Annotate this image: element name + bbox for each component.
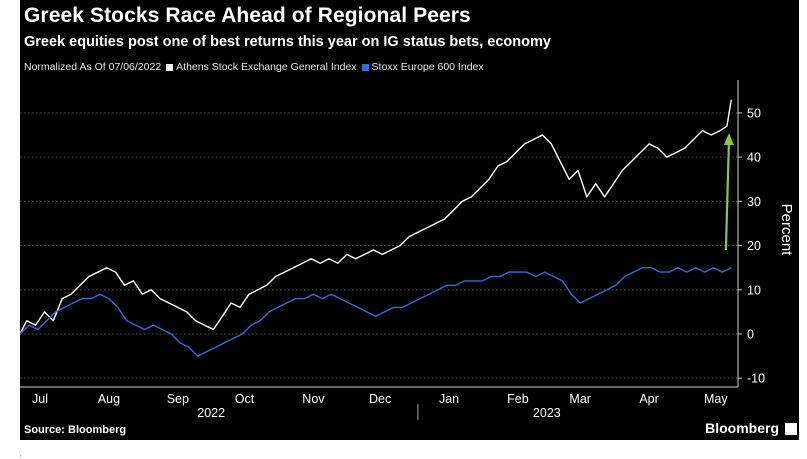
divider-mark xyxy=(20,455,21,457)
x-tick-label: Feb xyxy=(507,392,529,406)
x-tick-label: Aug xyxy=(98,392,120,406)
brand-square-icon xyxy=(785,423,797,435)
year-label: 2022 xyxy=(197,406,225,420)
y-tick-label: -10 xyxy=(747,372,765,386)
year-label: 2023 xyxy=(533,406,561,420)
legend-label-stoxx: Stoxx Europe 600 Index xyxy=(371,61,484,73)
chart-card: -10 0 10 20 30 40 50 Percent Jul Aug Sep Oct Nov Dec J… xyxy=(20,0,799,440)
x-tick-label: Mar xyxy=(569,392,591,406)
y-tick-label: 20 xyxy=(747,239,761,253)
annotation-arrow-shaft xyxy=(724,143,730,251)
y-tick-label: 50 xyxy=(747,106,761,120)
y-axis-label: Percent xyxy=(778,204,795,257)
y-tick-label: 30 xyxy=(747,195,761,209)
series-line-athens xyxy=(20,99,732,335)
chart-canvas: -10 0 10 20 30 40 50 Percent Jul Aug Sep Oct Nov Dec J… xyxy=(20,80,795,420)
x-tick-label: Jul xyxy=(32,392,48,406)
legend: Normalized As Of 07/06/2022 Athens Stock… xyxy=(24,61,484,73)
source-note: Source: Bloomberg xyxy=(24,424,127,436)
y-tick-label: 0 xyxy=(747,327,754,341)
x-tick-label: Nov xyxy=(302,392,325,406)
x-tick-label: Dec xyxy=(369,392,391,406)
x-tick-label: Jan xyxy=(439,392,459,406)
x-tick-label: Apr xyxy=(639,392,658,406)
chart-subtitle: Greek equities post one of best returns … xyxy=(24,34,551,50)
annotation-arrow-head xyxy=(723,133,734,146)
legend-swatch-athens xyxy=(166,63,174,71)
y-tick-label: 10 xyxy=(747,283,761,297)
series-line-stoxx xyxy=(20,267,732,357)
x-tick-label: May xyxy=(704,392,728,406)
chart-title: Greek Stocks Race Ahead of Regional Peer… xyxy=(24,4,471,27)
brand-logo: Bloomberg xyxy=(705,420,779,436)
legend-swatch-stoxx xyxy=(361,63,369,71)
y-tick-label: 40 xyxy=(747,151,761,165)
legend-prefix: Normalized As Of 07/06/2022 xyxy=(24,61,162,73)
x-tick-label: Sep xyxy=(167,392,189,406)
legend-label-athens: Athens Stock Exchange General Index xyxy=(176,61,357,73)
x-tick-label: Oct xyxy=(235,392,255,406)
